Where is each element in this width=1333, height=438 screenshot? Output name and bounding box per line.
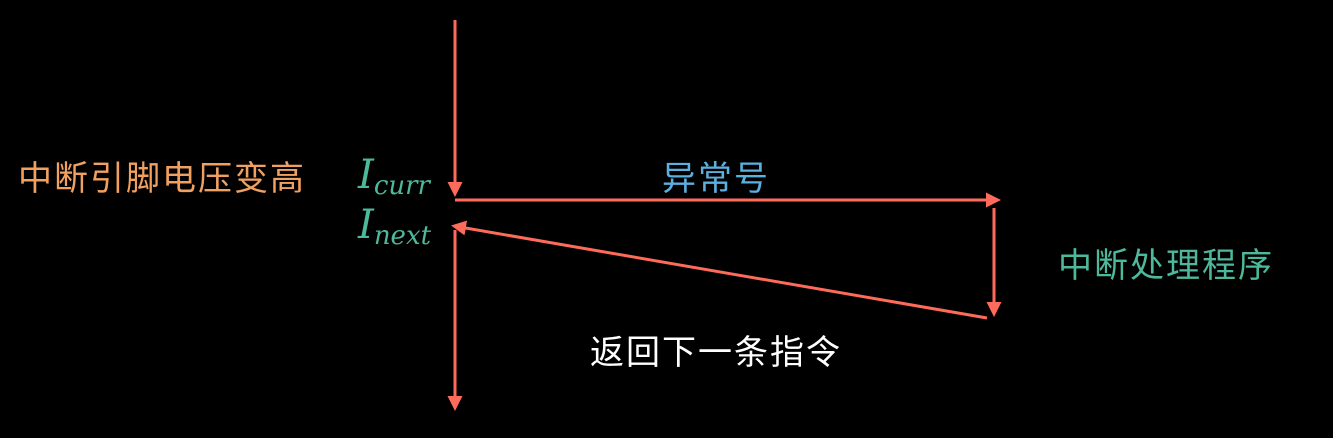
interrupt-pin-label: 中断引脚电压变高 bbox=[18, 159, 306, 199]
next-instruction-subscript: next bbox=[374, 221, 432, 251]
return-arrow bbox=[451, 220, 988, 320]
current-instruction-symbol: I bbox=[357, 152, 375, 198]
return-next-label: 返回下一条指令 bbox=[590, 333, 842, 373]
handler-label: 中断处理程序 bbox=[1058, 246, 1274, 286]
current-instruction-subscript: curr bbox=[374, 171, 432, 201]
current-instruction-label: Icurr bbox=[357, 152, 432, 201]
exception-number-label: 异常号 bbox=[662, 159, 770, 199]
next-instruction-symbol: I bbox=[357, 202, 375, 248]
next-instruction-label: Inext bbox=[357, 202, 432, 251]
